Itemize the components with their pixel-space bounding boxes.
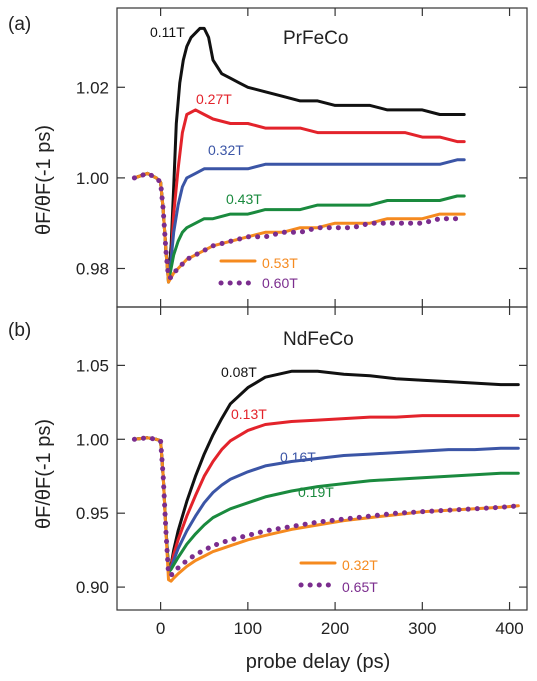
series-label-0.43T: 0.43T	[226, 191, 262, 207]
x-tick-label: 300	[408, 619, 436, 638]
series-label-0.16T: 0.16T	[280, 449, 316, 465]
series-line-0.60T	[131, 170, 467, 281]
x-axis-label: probe delay (ps)	[246, 651, 391, 673]
series-labels-b: 0.08T 0.13T 0.16T 0.19T 0.32T 0.65T	[221, 364, 378, 595]
x-tick-label: 0	[156, 619, 165, 638]
series-label-0.19T: 0.19T	[298, 484, 334, 500]
panel-tag-b: (b)	[8, 320, 31, 341]
series-label-0.65T: 0.65T	[342, 579, 378, 595]
series-group-b	[131, 369, 521, 583]
axes-a: 0.98 1.00 1.02	[76, 8, 527, 307]
series-label-0.60T: 0.60T	[262, 275, 298, 291]
series-line-0.65T	[131, 435, 521, 578]
series-label-0.27T: 0.27T	[196, 91, 232, 107]
y-tick-label: 0.95	[76, 504, 109, 523]
panel-title-b: NdFeCo	[283, 329, 354, 350]
series-label-0.32T: 0.32T	[208, 142, 244, 158]
y-tick-label: 1.00	[76, 169, 109, 188]
y-tick-label: 0.98	[76, 259, 109, 278]
series-labels-a: 0.11T 0.27T 0.32T 0.43T 0.53T 0.60T	[150, 24, 298, 291]
series-line-0.11T	[132, 26, 466, 280]
x-tick-label: 400	[495, 619, 523, 638]
y-tick-label: 1.05	[76, 356, 109, 375]
series-group-a	[131, 26, 467, 284]
series-label-0.13T: 0.13T	[231, 406, 267, 422]
y-axis-label-a: θF/θF(-1 ps)	[33, 125, 55, 235]
y-tick-label: 1.02	[76, 78, 109, 97]
panel-title-a: PrFeCo	[283, 28, 348, 49]
x-tick-label: 200	[321, 619, 349, 638]
plot-frame-b	[116, 306, 528, 611]
axes-b: 0.90 0.95 1.00 1.05 0 100 200 300 400	[76, 307, 527, 638]
y-axis-label-b: θF/θF(-1 ps)	[33, 419, 55, 529]
y-tick-label: 1.00	[76, 430, 109, 449]
y-tick-label: 0.90	[76, 578, 109, 597]
series-label-0.32T: 0.32T	[342, 557, 378, 573]
series-label-0.08T: 0.08T	[221, 364, 257, 380]
series-label-0.53T: 0.53T	[262, 255, 298, 271]
x-tick-label: 100	[234, 619, 262, 638]
series-label-0.11T: 0.11T	[150, 24, 185, 40]
panel-tag-a: (a)	[8, 14, 31, 35]
series-line-0.27T	[132, 108, 466, 280]
plot-border	[116, 306, 528, 611]
